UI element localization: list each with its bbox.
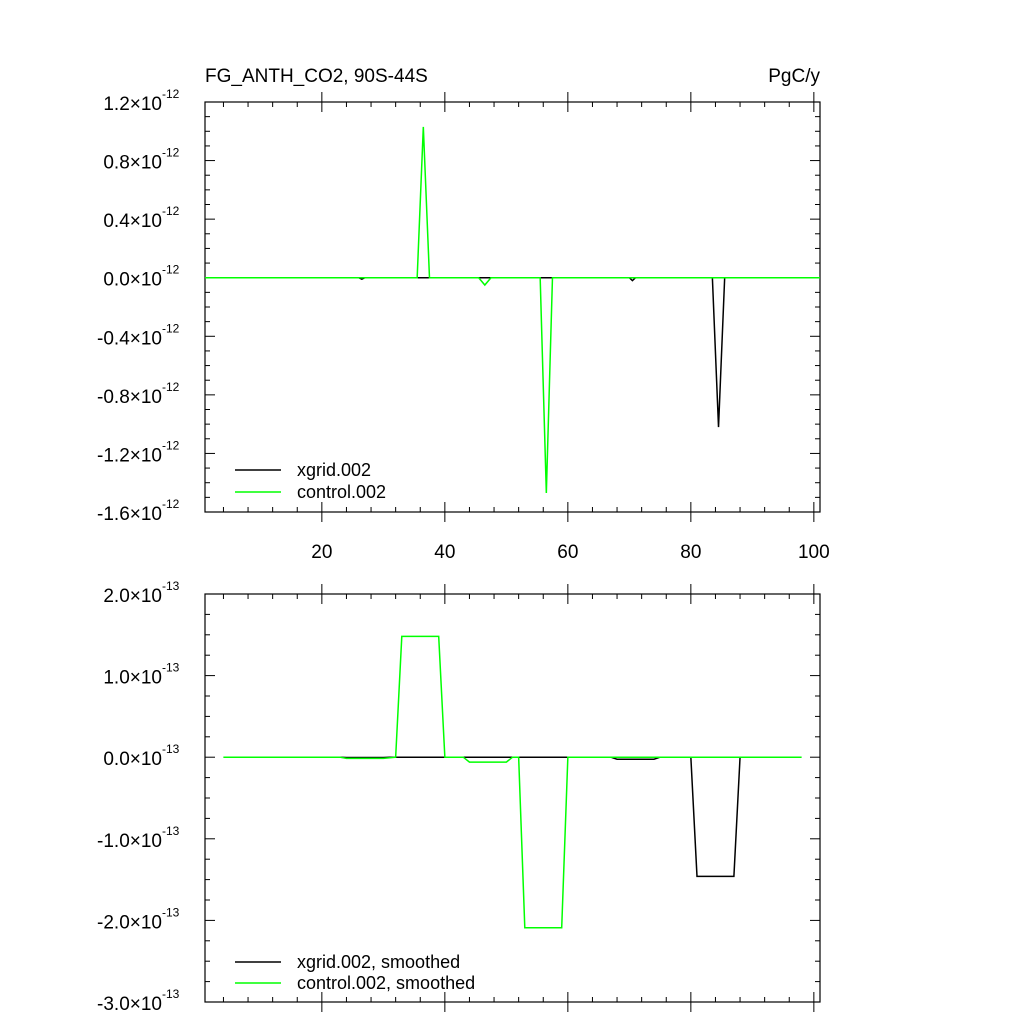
y-tick-label: -1.6×10 [97, 504, 162, 525]
y-tick-exponent: -12 [162, 438, 180, 452]
x-tick-label: 20 [311, 542, 332, 563]
top-panel: FG_ANTH_CO2, 90S-44S PgC/y 20 40 60 80 100 1.… [97, 66, 830, 563]
y-tick-exponent: -12 [162, 380, 180, 394]
y-tick-label: 0.4×10 [103, 211, 162, 232]
plot-frame [204, 593, 821, 1003]
y-tick-exponent: -13 [162, 824, 180, 838]
legend-label: control.002 [297, 482, 386, 502]
plot-frame [204, 101, 821, 513]
y-tick-exponent: -13 [162, 987, 180, 1001]
y-tick-label: 0.0×10 [103, 749, 162, 770]
y-tick-exponent: -12 [162, 263, 180, 277]
y-tick-exponent: -13 [162, 742, 180, 756]
series-line-xgrid [205, 276, 820, 428]
x-tick-label: 40 [434, 542, 455, 563]
x-tick-label: 60 [557, 542, 578, 563]
y-tick-exponent: -12 [162, 146, 180, 160]
top-chart-title: FG_ANTH_CO2, 90S-44S [205, 66, 428, 87]
series-line-control [205, 126, 820, 493]
series-line-control [223, 635, 802, 929]
y-tick-label: -0.4×10 [97, 328, 162, 349]
bottom-panel: 2.0×10 -131.0×10 -130.0×10 -13-1.0×10 -13-2.… [97, 579, 821, 1015]
y-tick-label: -0.8×10 [97, 387, 162, 408]
y-tick-label: 2.0×10 [103, 586, 162, 607]
y-tick-label: 1.0×10 [103, 668, 162, 689]
series-line-xgrid [223, 756, 802, 878]
y-tick-label: -1.0×10 [97, 831, 162, 852]
y-tick-exponent: -13 [162, 579, 180, 593]
y-tick-label: -3.0×10 [97, 994, 162, 1015]
legend-label: xgrid.002, smoothed [297, 952, 460, 972]
y-tick-exponent: -12 [162, 204, 180, 218]
y-tick-exponent: -13 [162, 905, 180, 919]
y-tick-label: 0.0×10 [103, 270, 162, 291]
legend-label: xgrid.002 [297, 460, 371, 480]
y-tick-label: 1.2×10 [103, 94, 162, 115]
top-chart-units: PgC/y [768, 66, 820, 87]
y-tick-exponent: -12 [162, 87, 180, 101]
x-tick-label: 80 [680, 542, 701, 563]
y-tick-label: -1.2×10 [97, 445, 162, 466]
y-tick-exponent: -12 [162, 497, 180, 511]
y-tick-label: 0.8×10 [103, 153, 162, 174]
y-tick-exponent: -12 [162, 321, 180, 335]
x-tick-label: 100 [798, 542, 830, 563]
legend-label: control.002, smoothed [297, 973, 475, 993]
y-tick-exponent: -13 [162, 661, 180, 675]
y-tick-label: -2.0×10 [97, 912, 162, 933]
